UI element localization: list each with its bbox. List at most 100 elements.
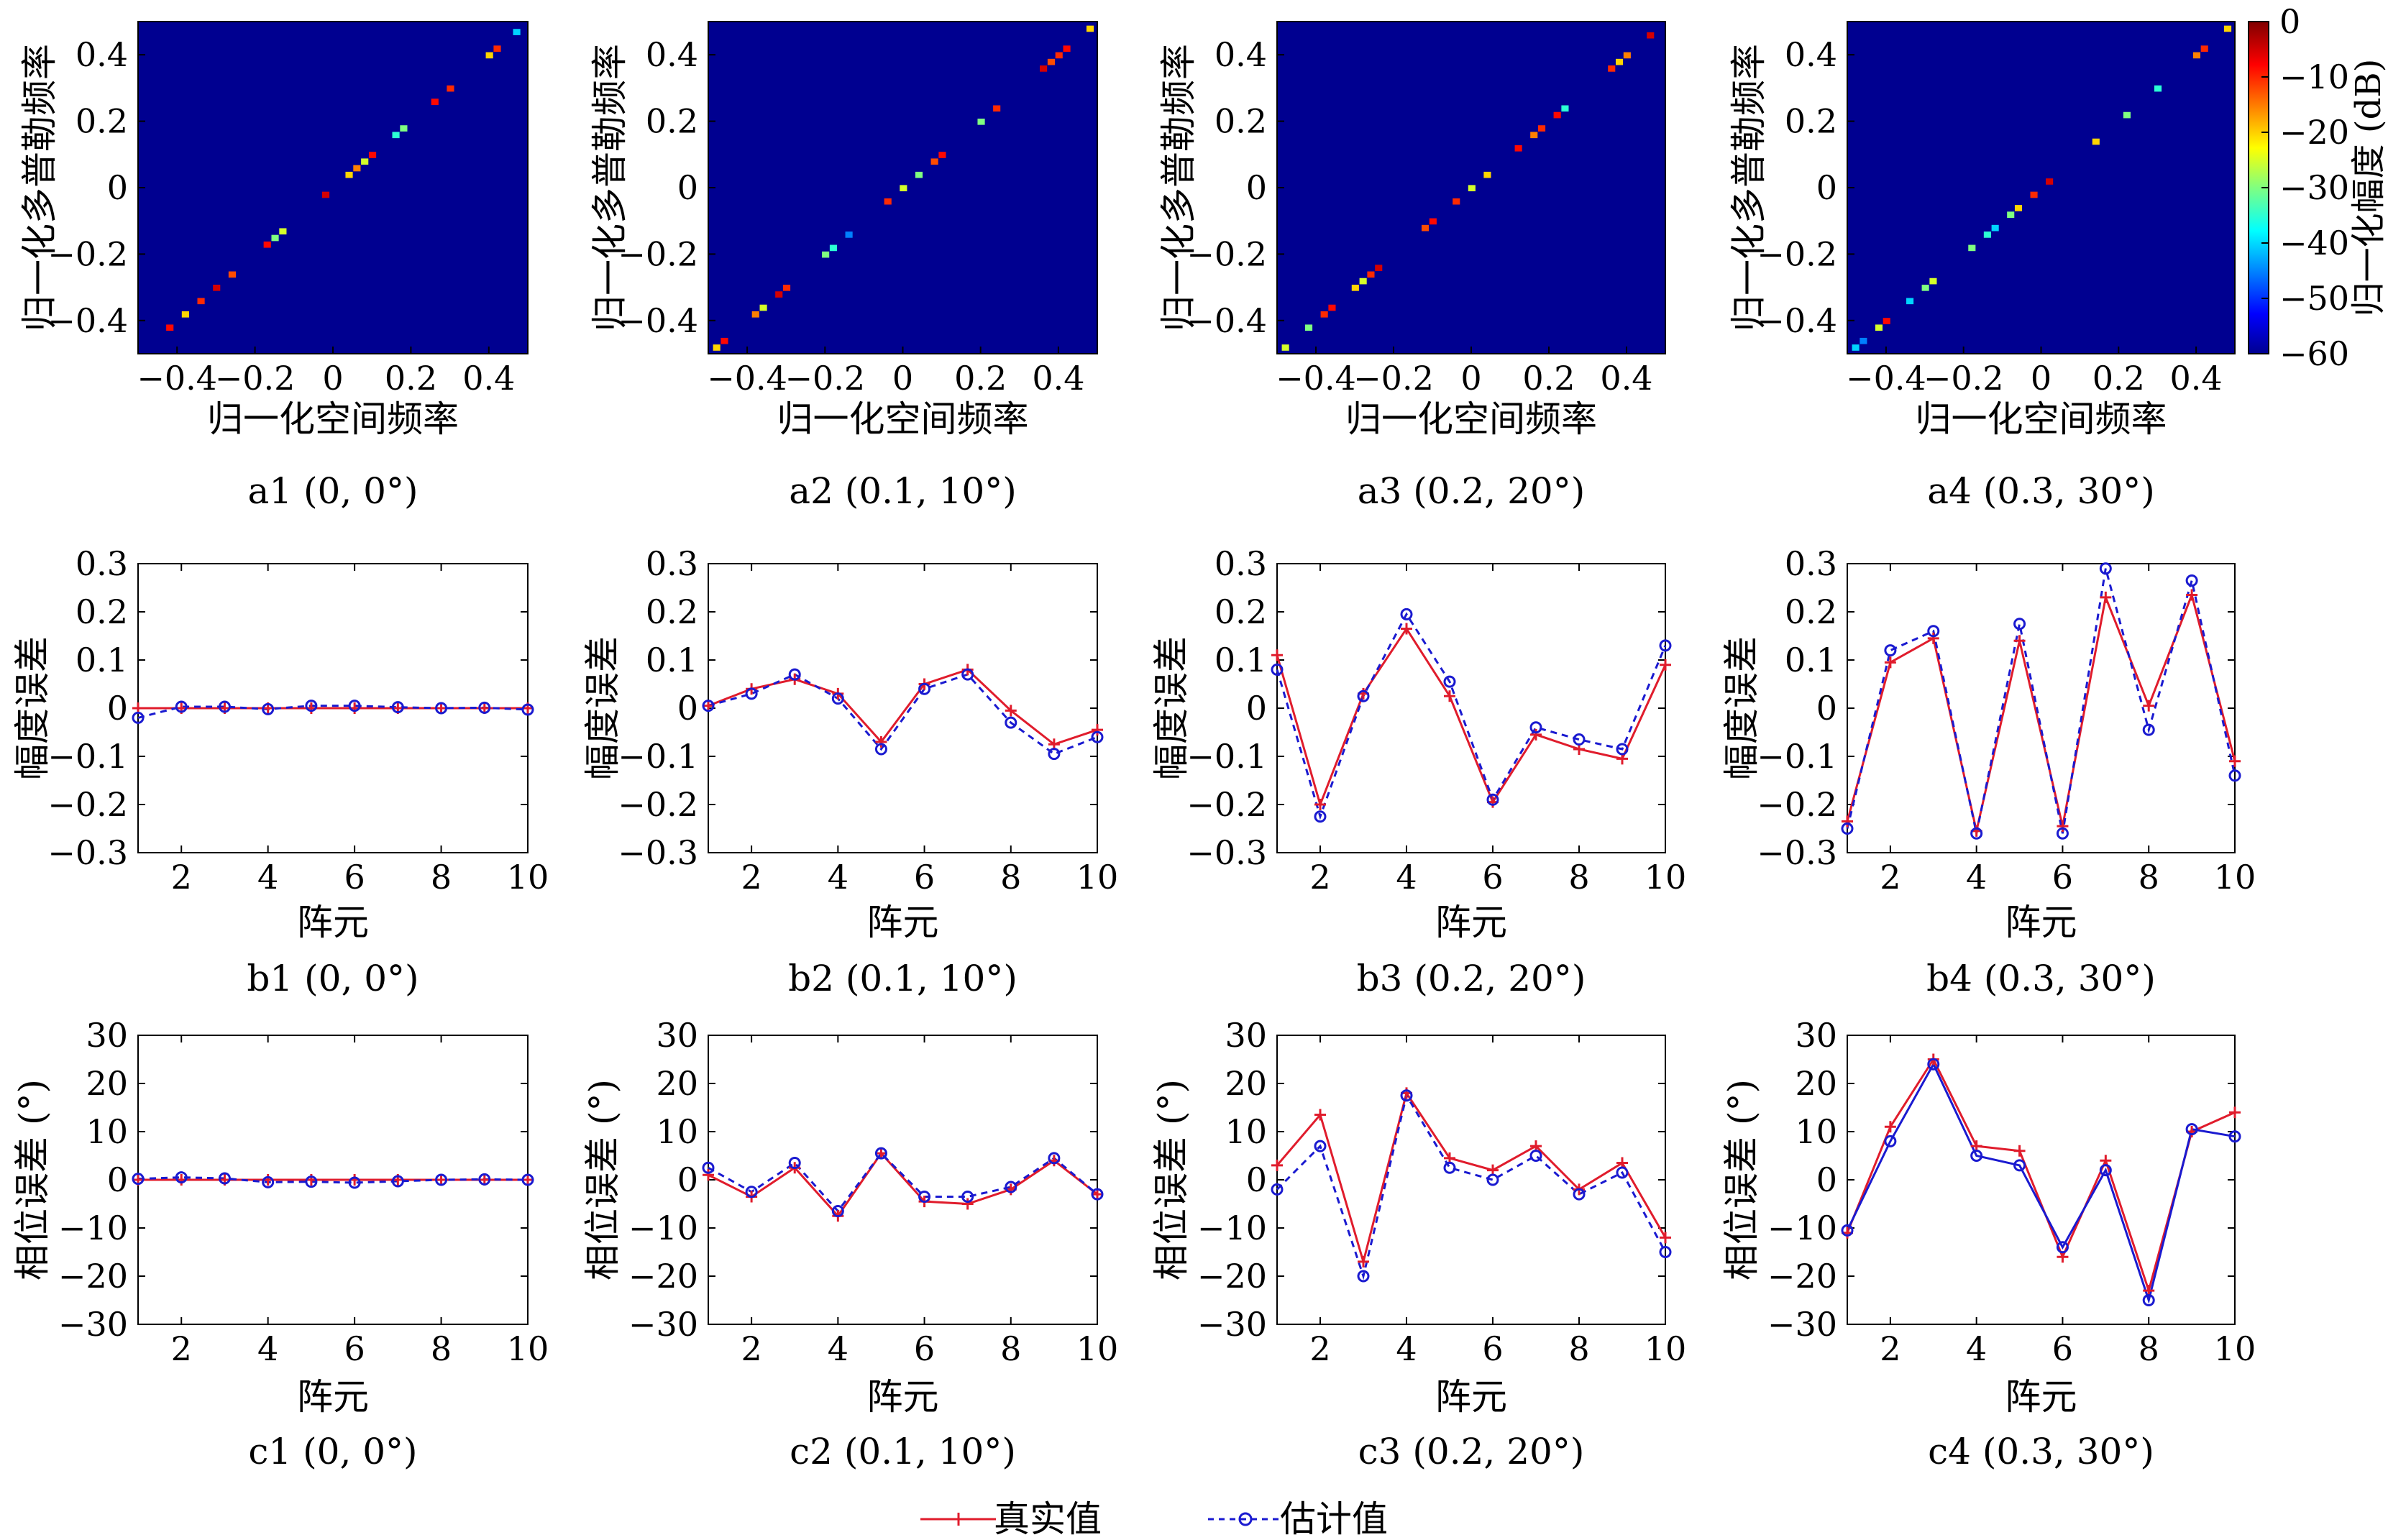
x-tick-label: 2 bbox=[171, 858, 192, 897]
x-tick-label: 10 bbox=[507, 1329, 549, 1368]
heatmap-cell bbox=[900, 185, 907, 192]
panels: −0.4−0.4−0.2−0.2000.20.20.40.4归一化多普勒频率归一… bbox=[12, 21, 2256, 1472]
heatmap-cell bbox=[1875, 324, 1883, 331]
series-est-marker bbox=[745, 687, 758, 700]
heatmap-cell bbox=[1647, 32, 1655, 39]
y-tick-label: 30 bbox=[1795, 1016, 1837, 1055]
y-axis-label: 归一化多普勒频率 bbox=[589, 44, 631, 331]
series-est-marker bbox=[348, 700, 361, 712]
y-tick-label: −20 bbox=[1767, 1257, 1837, 1296]
heatmap-cell bbox=[1514, 145, 1522, 152]
x-tick-label: −0.2 bbox=[215, 359, 296, 398]
heatmap-cell bbox=[513, 29, 521, 35]
series-est-marker bbox=[2099, 562, 2112, 575]
x-tick-label: 8 bbox=[1000, 858, 1021, 897]
series-est-marker bbox=[391, 1175, 404, 1188]
series-est-marker bbox=[2185, 1123, 2198, 1136]
series-true-marker bbox=[1884, 656, 1896, 669]
series-est-marker bbox=[1841, 1224, 1854, 1237]
x-tick-label: 6 bbox=[344, 1329, 365, 1368]
series-est-marker bbox=[1616, 1166, 1629, 1179]
heatmap-cell bbox=[2014, 205, 2023, 211]
series-est-line bbox=[708, 1151, 1098, 1213]
legend-est-marker bbox=[1238, 1512, 1253, 1526]
y-tick-label: 0 bbox=[677, 1160, 698, 1199]
series-est-marker bbox=[1091, 1188, 1104, 1201]
series-est-marker bbox=[435, 702, 448, 715]
panel-caption: b1 (0, 0°) bbox=[247, 958, 418, 999]
y-tick-label: −0.4 bbox=[618, 301, 698, 340]
series-est-marker bbox=[1659, 639, 1672, 652]
y-tick-label: 0.2 bbox=[76, 102, 128, 141]
y-tick-label: 0.3 bbox=[76, 544, 128, 583]
series-est-marker bbox=[702, 1161, 715, 1174]
heatmap-cell bbox=[1359, 278, 1367, 285]
x-axis-label: 归一化空间频率 bbox=[777, 398, 1029, 440]
heatmap-cell bbox=[2123, 111, 2131, 119]
colorbar-tick-label: 0 bbox=[2279, 2, 2300, 41]
series-true-marker bbox=[961, 1198, 974, 1210]
axes-frame bbox=[1847, 1035, 2236, 1325]
series-est-marker bbox=[2013, 618, 2026, 631]
y-tick-label: −0.2 bbox=[47, 234, 128, 273]
series-true-marker bbox=[1444, 690, 1455, 702]
series-est-marker bbox=[1486, 1173, 1499, 1186]
heatmap-cell bbox=[1055, 52, 1063, 59]
series-est-marker bbox=[874, 1147, 887, 1160]
heatmap-cell bbox=[2030, 191, 2038, 198]
series-true-marker bbox=[1314, 1109, 1326, 1121]
x-tick-label: 0 bbox=[322, 359, 343, 398]
x-tick-label: 2 bbox=[171, 1329, 192, 1368]
heatmap-cell bbox=[1623, 52, 1631, 59]
heatmap-cell bbox=[759, 304, 767, 311]
panel-a3: −0.4−0.4−0.2−0.2000.20.20.40.4归一化多普勒频率归一… bbox=[1158, 21, 1666, 512]
x-tick-label: −0.2 bbox=[1353, 359, 1434, 398]
y-tick-label: 0 bbox=[1816, 168, 1837, 207]
heatmap-cell bbox=[1929, 278, 1937, 285]
x-axis-label: 归一化空间频率 bbox=[1916, 398, 2167, 440]
panel-caption: c2 (0.1, 10°) bbox=[790, 1431, 1016, 1472]
x-tick-label: 4 bbox=[828, 858, 848, 897]
series-est-marker bbox=[702, 700, 715, 712]
heatmap-cell bbox=[884, 198, 892, 205]
x-tick-label: 0 bbox=[892, 359, 913, 398]
y-tick-label: −0.2 bbox=[1186, 785, 1267, 824]
series-est-marker bbox=[1357, 689, 1370, 702]
series-est-marker bbox=[1443, 1161, 1456, 1174]
x-tick-label: 10 bbox=[1645, 1329, 1687, 1368]
series-est-marker bbox=[1486, 793, 1499, 806]
series-true-marker bbox=[1842, 815, 1853, 828]
y-tick-label: 0 bbox=[107, 1160, 128, 1199]
y-tick-label: 0 bbox=[677, 689, 698, 728]
series-true-marker bbox=[2229, 755, 2241, 767]
y-tick-label: −10 bbox=[1197, 1209, 1267, 1247]
y-tick-label: −10 bbox=[628, 1209, 698, 1247]
y-tick-label: 0.3 bbox=[1785, 544, 1837, 583]
series-est-marker bbox=[2056, 827, 2069, 840]
legend-true-label: 真实值 bbox=[994, 1498, 1102, 1540]
heatmap-cell bbox=[353, 165, 361, 172]
series-true-line bbox=[1276, 1090, 1667, 1266]
series-est-marker bbox=[2099, 1164, 2112, 1177]
heatmap-cell bbox=[829, 244, 838, 252]
panel-c2: 2 4 6 8 10 −30 −20 −10 0 10 20 30 相位误差 (°) 阵元 c2 (0.1,… bbox=[582, 1016, 1118, 1472]
heatmap-cell bbox=[361, 158, 369, 165]
x-tick-label: 0.4 bbox=[462, 359, 515, 398]
series-est-marker bbox=[1357, 1270, 1370, 1283]
series-true-marker bbox=[1271, 649, 1283, 661]
series-est-marker bbox=[1091, 730, 1104, 743]
heatmap-cell bbox=[197, 298, 205, 305]
x-tick-label: 10 bbox=[1076, 858, 1119, 897]
series-est-marker bbox=[1314, 1140, 1327, 1152]
x-tick-label: 0 bbox=[1460, 359, 1481, 398]
heatmap-cell bbox=[1328, 304, 1336, 311]
series-est-marker bbox=[831, 1205, 844, 1218]
x-tick-label: 8 bbox=[431, 858, 452, 897]
y-tick-label: 0.3 bbox=[646, 544, 698, 583]
y-tick-label: 0.1 bbox=[76, 641, 128, 679]
heatmap-cell bbox=[775, 291, 783, 298]
series-est-marker bbox=[1005, 1181, 1017, 1193]
series-est-line bbox=[1846, 1061, 2236, 1304]
